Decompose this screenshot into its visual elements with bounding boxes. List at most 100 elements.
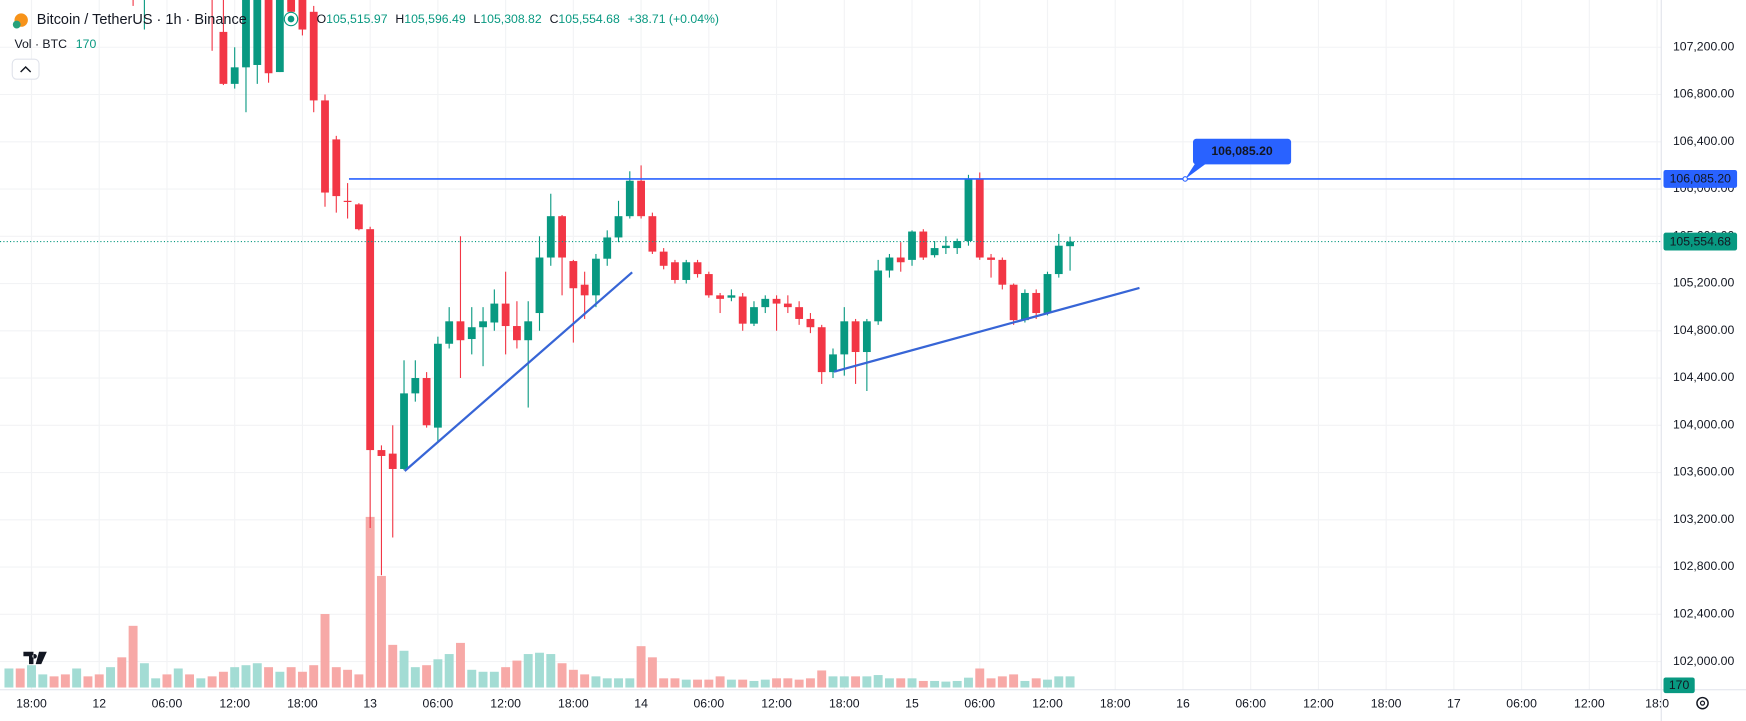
ohlc-legend: O105,515.97 H105,596.49 L105,308.82 C105… — [317, 12, 719, 26]
ohlc-value: 105,515.97 — [326, 12, 388, 26]
y-tick-label: 107,200.00 — [1673, 39, 1735, 53]
volume-bar — [489, 671, 499, 688]
candle-body — [885, 257, 894, 271]
volume-bar — [930, 680, 940, 688]
y-tick-label: 106,400.00 — [1673, 134, 1735, 148]
price-label-bg — [1663, 170, 1738, 188]
trend-line[interactable] — [403, 271, 633, 472]
x-tick-label: 13 — [363, 696, 377, 710]
volume-bar — [512, 660, 522, 688]
candle-body — [750, 307, 758, 324]
volume-bar — [670, 678, 680, 688]
candle-body — [456, 321, 465, 341]
volume-bar — [749, 680, 759, 688]
volume-bar — [297, 671, 307, 688]
x-tick-label: 12:00 — [490, 696, 521, 710]
volume-bar — [602, 678, 612, 688]
candle-body — [490, 303, 499, 323]
y-tick-label: 102,000.00 — [1673, 654, 1735, 668]
y-tick-label: 104,800.00 — [1673, 323, 1735, 337]
x-tick-label: 18:00 — [829, 696, 860, 710]
candle-body — [1043, 274, 1052, 314]
candle-body — [648, 216, 657, 252]
volume-legend: Vol · BTC — [14, 37, 67, 51]
candle-body — [1021, 292, 1029, 321]
volume-bar — [320, 614, 330, 688]
candle-body — [975, 178, 984, 258]
x-tick-label: 06:00 — [423, 696, 454, 710]
candle-body — [614, 216, 623, 238]
y-tick-label: 104,000.00 — [1673, 417, 1735, 431]
candle-body — [953, 240, 962, 249]
x-tick-label: 18:00 — [558, 696, 589, 710]
x-tick-label: 06:00 — [1235, 696, 1266, 710]
volume-bar — [873, 675, 883, 688]
volume-bar — [151, 678, 161, 688]
x-tick-label: 12:00 — [219, 696, 250, 710]
volume-bar — [241, 665, 251, 688]
volume-bar — [399, 650, 409, 688]
volume-bar — [704, 679, 714, 688]
volume-bar — [772, 678, 782, 688]
volume-bar — [896, 678, 906, 688]
volume-bar — [286, 667, 296, 688]
volume-bar — [4, 668, 14, 688]
x-tick-label: 12:00 — [761, 696, 792, 710]
candle-body — [659, 251, 668, 266]
volume-bar — [185, 674, 194, 688]
candle-body — [1054, 245, 1063, 275]
volume-bar — [467, 669, 477, 688]
x-tick-label: 16 — [1176, 696, 1190, 710]
x-tick-label: 18:00 — [1100, 696, 1131, 710]
candle-body — [783, 303, 792, 308]
volume-legend-value: 170 — [76, 37, 97, 51]
volume-bar — [591, 676, 601, 688]
ohlc-key: L — [474, 12, 481, 26]
volume-bar — [388, 644, 398, 688]
candle-body — [479, 321, 487, 328]
candle-body — [377, 450, 386, 456]
volume-bar — [535, 652, 544, 688]
overlay: 106,085.20 — [0, 138, 1662, 243]
collapse-button[interactable] — [11, 58, 40, 80]
volume-bar — [546, 654, 556, 688]
candle-body — [445, 321, 454, 344]
volume-bar — [83, 676, 93, 688]
volume-bar — [1065, 676, 1075, 688]
volume-bar — [805, 678, 815, 688]
volume-bar — [523, 654, 533, 688]
candle-body — [637, 180, 645, 217]
x-tick-label: 06:00 — [152, 696, 183, 710]
x-tick-label: 06:00 — [964, 696, 995, 710]
candle-body — [546, 216, 555, 258]
settings-icon[interactable] — [1696, 696, 1709, 710]
volume-bar — [117, 657, 127, 688]
logo — [23, 651, 47, 665]
candle-body — [772, 298, 781, 304]
y-tick-label: 105,200.00 — [1673, 276, 1735, 290]
anchor-point — [1182, 176, 1188, 182]
candle-body — [253, 0, 262, 65]
price-label: 105,554.68 — [1670, 234, 1732, 248]
candle-body — [896, 257, 905, 263]
volume-bar — [49, 676, 59, 688]
x-tick-label: 12 — [92, 696, 106, 710]
volume-bar — [365, 516, 375, 688]
candle-body — [930, 248, 939, 256]
volume-bar — [839, 676, 849, 688]
candle-body — [354, 204, 363, 230]
volume-bar — [647, 657, 657, 688]
candle-body — [625, 180, 634, 217]
volume-bar — [738, 679, 748, 688]
candle-body — [264, 0, 273, 74]
y-tick-label: 104,400.00 — [1673, 370, 1735, 384]
candle-body — [569, 261, 578, 289]
candle-body — [275, 0, 284, 73]
ohlc-key: C — [550, 12, 559, 26]
trend-line[interactable] — [833, 286, 1140, 373]
candle-body — [704, 274, 713, 296]
y-tick-label: 103,200.00 — [1673, 512, 1735, 526]
candle-body — [682, 262, 691, 280]
change: +38.71 (+0.04%) — [628, 12, 719, 26]
volume-bar — [433, 659, 443, 688]
